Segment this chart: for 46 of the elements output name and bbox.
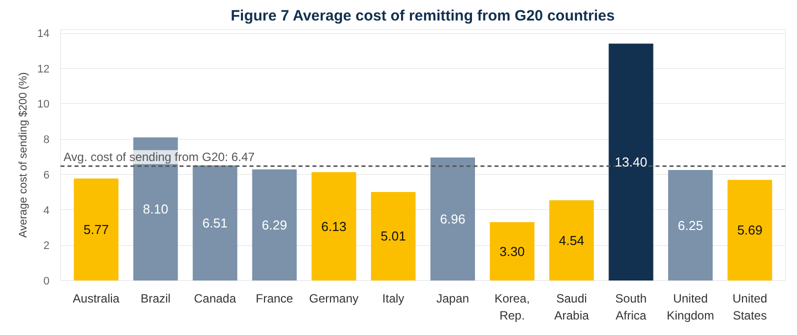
y-tick-label: 12 bbox=[37, 63, 50, 76]
bar bbox=[192, 165, 238, 280]
x-tick-label: South Africa bbox=[615, 292, 647, 322]
bar bbox=[430, 157, 475, 280]
y-tick-label: 4 bbox=[43, 204, 50, 217]
y-tick-label: 2 bbox=[43, 240, 50, 252]
x-tick-label: United Kingdom bbox=[666, 292, 714, 322]
chart-title: Figure 7 Average cost of remitting from G20 countries bbox=[230, 8, 615, 24]
x-tick-label: Germany bbox=[309, 292, 359, 306]
bar bbox=[252, 169, 297, 280]
ref-line-label: Avg. cost of sending from G20: 6.47 bbox=[64, 150, 256, 164]
data-label: 8.10 bbox=[142, 201, 168, 216]
x-tick-label: Italy bbox=[382, 292, 404, 306]
data-label: 5.77 bbox=[84, 222, 109, 238]
data-label: 5.69 bbox=[737, 222, 763, 238]
data-label: 6.25 bbox=[678, 218, 704, 233]
x-tick-label: Canada bbox=[194, 292, 236, 306]
data-label: 6.96 bbox=[440, 211, 466, 226]
bar bbox=[490, 222, 534, 280]
data-label: 6.13 bbox=[321, 218, 347, 234]
bar bbox=[371, 192, 416, 280]
x-tick-label: Japan bbox=[436, 292, 470, 306]
x-tick-label: Korea, Rep. bbox=[494, 292, 530, 322]
y-tick-label: 10 bbox=[37, 98, 50, 111]
bar bbox=[608, 44, 654, 280]
bar bbox=[668, 170, 713, 280]
y-tick-label: 6 bbox=[43, 169, 50, 182]
data-label: 6.51 bbox=[202, 215, 228, 230]
bar bbox=[728, 180, 772, 280]
data-label: 5.01 bbox=[380, 228, 406, 244]
y-axis-title: Average cost of sending $200 (%) bbox=[17, 72, 30, 238]
data-label: 6.29 bbox=[262, 217, 288, 232]
bar bbox=[312, 172, 356, 280]
data-label: 13.40 bbox=[614, 154, 648, 170]
x-tick-label: United States bbox=[732, 292, 768, 322]
data-label: 4.54 bbox=[558, 232, 584, 248]
bar bbox=[74, 178, 118, 280]
y-tick-label: 14 bbox=[37, 28, 50, 40]
bar bbox=[549, 200, 594, 280]
data-label: 3.30 bbox=[499, 244, 525, 259]
y-tick-label: 0 bbox=[43, 276, 50, 288]
x-tick-label: Brazil bbox=[140, 292, 171, 306]
x-tick-label: Australia bbox=[72, 292, 120, 306]
y-tick-label: 8 bbox=[43, 134, 50, 146]
x-tick-label: Saudi Arabia bbox=[554, 292, 590, 322]
x-tick-label: France bbox=[256, 292, 294, 306]
